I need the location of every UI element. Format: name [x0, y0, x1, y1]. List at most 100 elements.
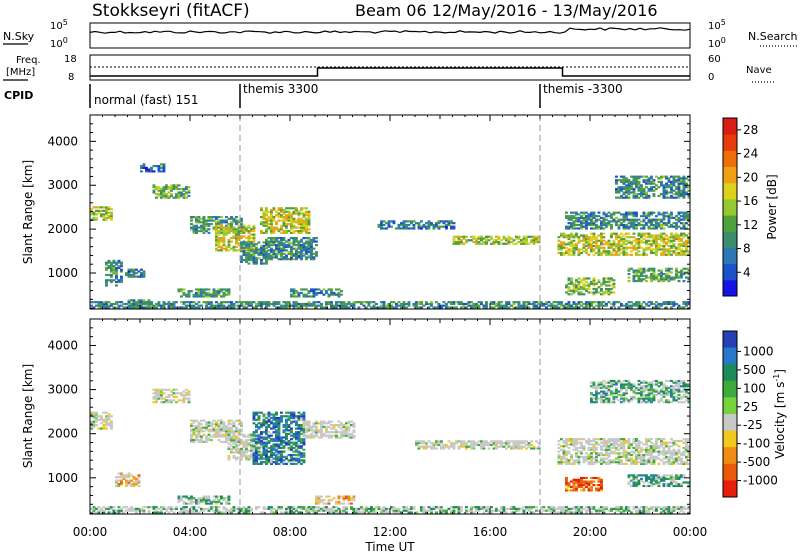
velocity-cell: [297, 452, 301, 455]
power-cell: [170, 187, 173, 191]
velocity-cell: [612, 446, 616, 450]
velocity-cell: [612, 461, 616, 464]
power-cell: [292, 306, 296, 309]
velocity-cell: [535, 440, 538, 443]
power-cell: [445, 306, 448, 309]
power-cell: [585, 222, 588, 225]
power-cell: [247, 240, 251, 243]
power-cell: [327, 301, 331, 304]
power-cell: [290, 226, 293, 229]
power-cell: [642, 215, 646, 218]
power-cell: [127, 270, 131, 273]
velocity-cell: [100, 427, 103, 430]
power-cell: [130, 275, 133, 278]
power-cell: [380, 301, 383, 304]
power-cell: [172, 187, 176, 191]
power-cell: [627, 196, 631, 199]
power-cell: [605, 223, 608, 227]
velocity-cell: [230, 440, 233, 443]
power-cell: [645, 241, 648, 244]
power-cell: [622, 237, 626, 241]
power-cell: [205, 223, 208, 226]
velocity-cell: [222, 421, 226, 424]
power-cell: [687, 239, 691, 242]
velocity-cell: [492, 443, 496, 447]
power-cell: [607, 244, 611, 248]
power-cell: [280, 242, 283, 245]
velocity-cell: [252, 418, 256, 421]
power-cell: [572, 291, 576, 294]
power-cell: [585, 234, 588, 237]
power-cell: [685, 250, 688, 253]
power-cell: [332, 304, 336, 307]
power-cell: [237, 237, 241, 240]
power-cell: [642, 218, 646, 221]
power-cell: [620, 232, 623, 235]
power-cell: [572, 250, 576, 253]
power-cell: [212, 216, 216, 219]
power-cell: [635, 243, 638, 246]
velocity-cell: [265, 454, 268, 457]
power-cell: [587, 253, 591, 256]
power-cell: [185, 295, 188, 298]
velocity-cell: [270, 413, 273, 416]
velocity-cell: [262, 441, 266, 444]
power-cell: [592, 244, 596, 248]
velocity-cell: [297, 455, 301, 458]
power-cell: [677, 218, 681, 221]
power-cell: [657, 236, 661, 239]
power-cell: [197, 304, 201, 307]
power-cell: [505, 304, 508, 307]
power-cell: [277, 212, 281, 215]
velocity-cell: [280, 438, 283, 441]
power-cell: [172, 186, 176, 189]
power-cell: [265, 245, 268, 248]
power-cell: [217, 221, 221, 224]
power-cell: [687, 196, 691, 199]
power-cell: [175, 193, 178, 196]
velocity-cell: [290, 438, 293, 441]
power-cell: [182, 306, 186, 309]
velocity-cell: [285, 455, 288, 458]
power-cell: [605, 277, 608, 280]
power-cell: [312, 247, 316, 250]
velocity-cell: [435, 440, 438, 443]
power-cell: [225, 249, 228, 252]
velocity-cell: [230, 449, 233, 452]
power-cell: [227, 230, 231, 233]
power-cell: [682, 241, 686, 244]
velocity-cell: [245, 439, 248, 442]
velocity-cell: [160, 388, 163, 391]
power-cell: [620, 237, 623, 241]
power-cell: [255, 251, 258, 255]
velocity-cell: [212, 435, 216, 438]
power-cell: [230, 223, 233, 226]
velocity-cell: [227, 454, 231, 458]
power-cell: [590, 222, 593, 225]
power-cell: [217, 304, 221, 307]
velocity-cell: [217, 435, 221, 438]
velocity-cell: [440, 442, 443, 445]
power-cell: [615, 191, 618, 194]
velocity-cell: [560, 457, 563, 460]
velocity-cell: [505, 447, 508, 450]
power-cell: [442, 225, 446, 228]
power-cell: [610, 232, 613, 235]
power-cell: [220, 216, 223, 219]
power-cell: [565, 286, 568, 289]
power-cell: [252, 224, 256, 227]
power-cell: [300, 256, 303, 259]
power-cell: [505, 302, 508, 306]
power-cell: [665, 276, 668, 279]
power-cell: [652, 236, 656, 239]
power-cell: [107, 266, 111, 270]
power-cell: [377, 223, 381, 227]
velocity-cell: [510, 447, 513, 450]
velocity-cell: [230, 439, 233, 442]
velocity-cell: [310, 432, 313, 435]
power-cell: [195, 306, 198, 309]
velocity-cell: [287, 454, 291, 457]
power-cell: [645, 222, 648, 225]
power-cell: [670, 236, 673, 239]
velocity-cell: [327, 422, 331, 425]
